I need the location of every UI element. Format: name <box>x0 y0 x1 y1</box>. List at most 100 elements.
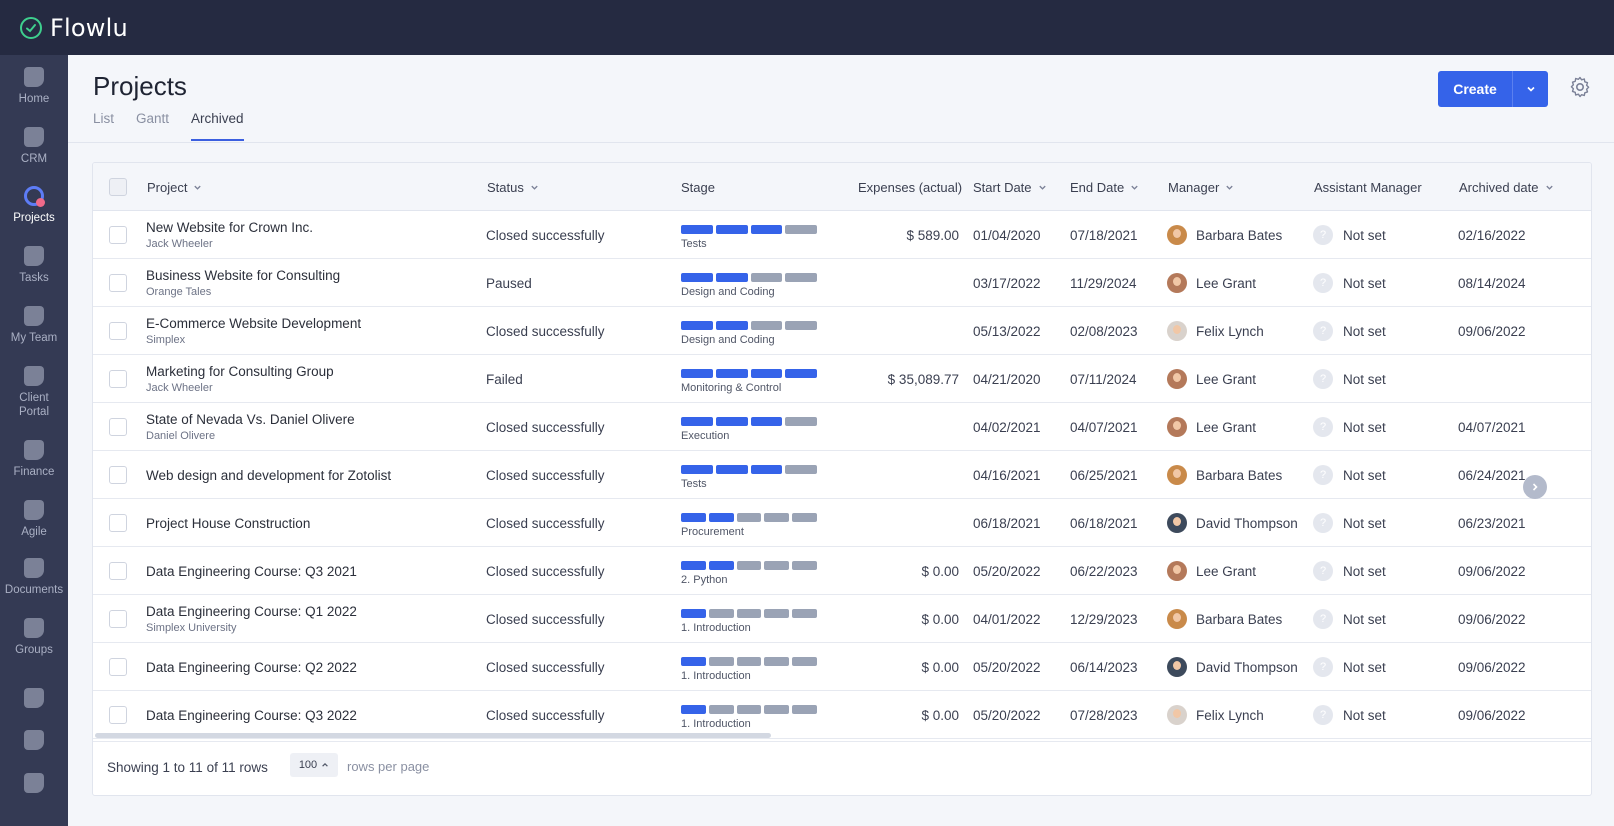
horizontal-scrollbar[interactable] <box>95 733 771 738</box>
tab-gantt[interactable]: Gantt <box>136 111 170 126</box>
project-name-link[interactable]: Data Engineering Course: Q3 2022 <box>146 707 357 723</box>
create-dropdown-icon[interactable] <box>1513 71 1548 107</box>
column-stage[interactable]: Stage <box>681 163 715 211</box>
row-checkbox[interactable] <box>109 610 127 628</box>
stage-progress[interactable]: 1. Introduction <box>681 691 817 739</box>
manager-cell[interactable]: David Thompson <box>1167 643 1298 691</box>
project-name-link[interactable]: Data Engineering Course: Q2 2022 <box>146 659 357 675</box>
manager-cell[interactable]: Lee Grant <box>1167 547 1256 595</box>
manager-cell[interactable]: Lee Grant <box>1167 355 1256 403</box>
assistant-manager-cell[interactable]: ? Not set <box>1313 595 1386 643</box>
assistant-manager-cell[interactable]: ? Not set <box>1313 355 1386 403</box>
table-row[interactable]: Business Website for Consulting Orange Ta… <box>93 259 1591 307</box>
help-icon[interactable] <box>0 688 68 713</box>
tab-archived[interactable]: Archived <box>191 111 244 141</box>
assistant-manager-cell[interactable]: ? Not set <box>1313 211 1386 259</box>
table-row[interactable]: Web design and development for Zotolist C… <box>93 451 1591 499</box>
assistant-manager-cell[interactable]: ? Not set <box>1313 547 1386 595</box>
manager-cell[interactable]: Felix Lynch <box>1167 691 1264 739</box>
project-name-link[interactable]: New Website for Crown Inc. <box>146 220 314 235</box>
project-client[interactable]: Simplex University <box>146 622 237 634</box>
manager-cell[interactable]: Barbara Bates <box>1167 451 1282 499</box>
rows-per-page-select[interactable]: 100 <box>290 753 338 777</box>
scroll-right-arrow-icon[interactable] <box>1523 475 1547 499</box>
sidebar-item-agile[interactable]: Agile <box>0 500 68 539</box>
column-assistant-manager[interactable]: Assistant Manager <box>1314 163 1422 211</box>
row-checkbox[interactable] <box>109 706 127 724</box>
manager-cell[interactable]: Barbara Bates <box>1167 595 1282 643</box>
sidebar-item-my-team[interactable]: My Team <box>0 306 68 345</box>
settings-icon[interactable] <box>0 730 68 755</box>
stage-progress[interactable]: Design and Coding <box>681 259 817 307</box>
settings-gear-icon[interactable] <box>1568 75 1592 99</box>
manager-cell[interactable]: Felix Lynch <box>1167 307 1264 355</box>
project-name-link[interactable]: Web design and development for Zotolist <box>146 467 392 483</box>
row-checkbox[interactable] <box>109 370 127 388</box>
row-checkbox[interactable] <box>109 562 127 580</box>
project-name-link[interactable]: Data Engineering Course: Q3 2021 <box>146 563 357 579</box>
column-archived-date[interactable]: Archived date <box>1459 163 1554 211</box>
stage-progress[interactable]: Tests <box>681 451 817 499</box>
project-name-link[interactable]: E-Commerce Website Development <box>146 316 362 331</box>
flowlu-logo-icon[interactable] <box>20 16 42 39</box>
assistant-manager-cell[interactable]: ? Not set <box>1313 643 1386 691</box>
create-button-label[interactable]: Create <box>1438 71 1513 107</box>
table-row[interactable]: Data Engineering Course: Q2 2022 Closed s… <box>93 643 1591 691</box>
table-row[interactable]: Data Engineering Course: Q3 2022 Closed s… <box>93 691 1591 739</box>
sidebar-item-finance[interactable]: Finance <box>0 440 68 479</box>
row-checkbox[interactable] <box>109 466 127 484</box>
sidebar-item-crm[interactable]: CRM <box>0 127 68 166</box>
project-client[interactable]: Jack Wheeler <box>146 382 213 394</box>
stage-progress[interactable]: Procurement <box>681 499 817 547</box>
table-row[interactable]: Data Engineering Course: Q1 2022 Simplex … <box>93 595 1591 643</box>
column-status[interactable]: Status <box>487 163 539 211</box>
assistant-manager-cell[interactable]: ? Not set <box>1313 259 1386 307</box>
sidebar-item-documents[interactable]: Documents <box>0 558 68 597</box>
sidebar-item-groups[interactable]: Groups <box>0 618 68 657</box>
project-client[interactable]: Daniel Olivere <box>146 430 216 442</box>
stage-progress[interactable]: Execution <box>681 403 817 451</box>
row-checkbox[interactable] <box>109 226 127 244</box>
row-checkbox[interactable] <box>109 274 127 292</box>
assistant-manager-cell[interactable]: ? Not set <box>1313 451 1386 499</box>
column-expenses[interactable]: Expenses (actual) <box>858 163 962 211</box>
column-project[interactable]: Project <box>147 163 202 211</box>
project-client[interactable]: Orange Tales <box>146 286 212 298</box>
project-name-link[interactable]: Data Engineering Course: Q1 2022 <box>146 604 357 619</box>
stage-progress[interactable]: 2. Python <box>681 547 817 595</box>
manager-cell[interactable]: Barbara Bates <box>1167 211 1282 259</box>
table-row[interactable]: Project House Construction Closed success… <box>93 499 1591 547</box>
table-row[interactable]: State of Nevada Vs. Daniel Olivere Daniel… <box>93 403 1591 451</box>
manager-cell[interactable]: Lee Grant <box>1167 403 1256 451</box>
row-checkbox[interactable] <box>109 418 127 436</box>
sidebar-item-tasks[interactable]: Tasks <box>0 246 68 285</box>
table-row[interactable]: Data Engineering Course: Q3 2021 Closed s… <box>93 547 1591 595</box>
table-row[interactable]: E-Commerce Website Development Simplex Clo… <box>93 307 1591 355</box>
project-name-link[interactable]: Marketing for Consulting Group <box>146 364 334 379</box>
manager-cell[interactable]: Lee Grant <box>1167 259 1256 307</box>
project-client[interactable]: Jack Wheeler <box>146 238 213 250</box>
stage-progress[interactable]: Tests <box>681 211 817 259</box>
project-client[interactable]: Simplex <box>146 334 186 346</box>
sidebar-item-projects[interactable]: Projects <box>0 186 68 225</box>
select-all-checkbox[interactable] <box>109 178 127 196</box>
tab-list[interactable]: List <box>93 111 115 126</box>
column-start-date[interactable]: Start Date <box>973 163 1047 211</box>
table-row[interactable]: New Website for Crown Inc. Jack Wheeler Cl… <box>93 211 1591 259</box>
row-checkbox[interactable] <box>109 658 127 676</box>
table-row[interactable]: Marketing for Consulting Group Jack Wheel… <box>93 355 1591 403</box>
assistant-manager-cell[interactable]: ? Not set <box>1313 403 1386 451</box>
stage-progress[interactable]: 1. Introduction <box>681 643 817 691</box>
sidebar-item-client-portal[interactable]: Client Portal <box>0 366 68 419</box>
column-manager[interactable]: Manager <box>1168 163 1234 211</box>
assistant-manager-cell[interactable]: ? Not set <box>1313 691 1386 739</box>
assistant-manager-cell[interactable]: ? Not set <box>1313 307 1386 355</box>
create-button[interactable]: Create <box>1438 71 1548 107</box>
app-name[interactable]: Flowlu <box>50 13 128 42</box>
stage-progress[interactable]: Monitoring & Control <box>681 355 817 403</box>
column-end-date[interactable]: End Date <box>1070 163 1139 211</box>
stage-progress[interactable]: 1. Introduction <box>681 595 817 643</box>
project-name-link[interactable]: Business Website for Consulting <box>146 268 341 283</box>
project-name-link[interactable]: Project House Construction <box>146 515 311 531</box>
assistant-manager-cell[interactable]: ? Not set <box>1313 499 1386 547</box>
